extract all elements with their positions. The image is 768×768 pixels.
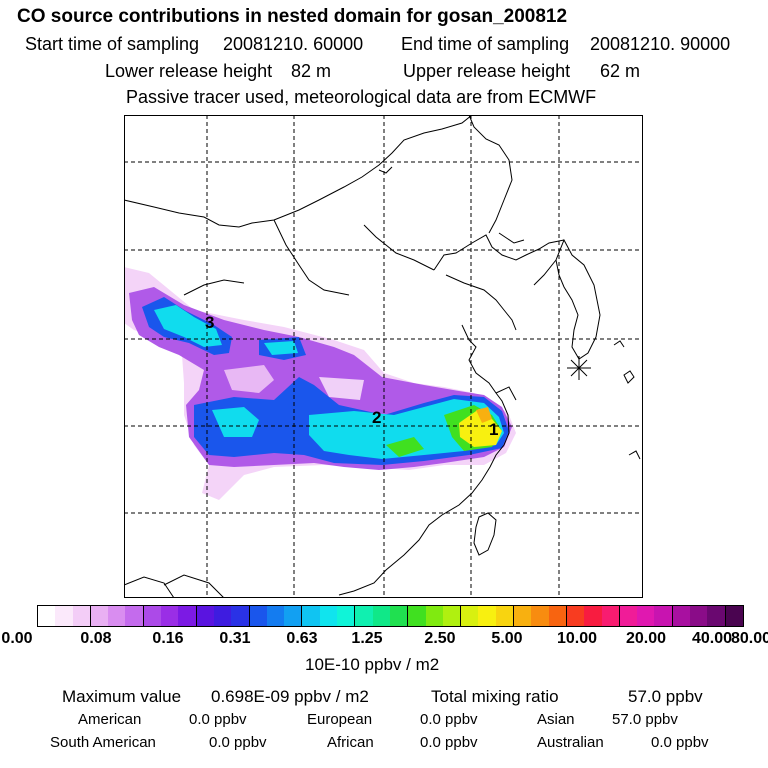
colorbar-cell [725,606,743,626]
map-frame [124,115,643,598]
colorbar-cell [601,606,620,626]
colorbar-cell [389,606,409,626]
colorbar-cell [372,606,390,626]
colorbar-cell [584,606,602,626]
colorbar-cell [125,606,144,626]
colorbar [37,605,744,627]
colorbar-cell [425,606,443,626]
map-marker-1: 1 [489,420,499,439]
tracer-note: Passive tracer used, meteorological data… [126,87,597,107]
region-australian-name: Australian [537,734,604,751]
colorbar-tick-label: 1.25 [351,630,383,647]
colorbar-cell [408,606,426,626]
colorbar-cell [478,606,496,626]
end-time-label: End time of sampling [401,34,570,54]
map-marker-3: 3 [205,313,215,332]
map-panel: 3 2 1 [123,114,643,599]
colorbar-cell [90,606,109,626]
colorbar-cell [461,606,479,626]
colorbar-cell [266,606,285,626]
total-mixing-value: 57.0 ppbv [628,687,703,706]
total-mixing-label: Total mixing ratio [431,687,559,706]
colorbar-cell [531,606,549,626]
colorbar-tick-label: 5.00 [491,630,523,647]
colorbar-cell [213,606,232,626]
colorbar-cell [707,606,726,626]
region-south-american-name: South American [50,734,156,751]
colorbar-cell [319,606,338,626]
colorbar-tick-row: 0.00 0.08 0.16 0.31 0.63 1.25 2.50 5.00 10.00 20.… [0,630,768,652]
colorbar-cell [108,606,126,626]
colorbar-cell [337,606,356,626]
colorbar-tick-label: 0.16 [152,630,184,647]
colorbar-tick-label: 10.00 [556,630,598,647]
start-time-label: Start time of sampling [25,34,200,54]
colorbar-cell [355,606,373,626]
colorbar-tick-label: 80.00 [730,630,768,647]
start-time-value: 20081210. 60000 [223,34,364,54]
region-african-value: 0.0 ppbv [420,734,478,751]
map-marker-2: 2 [372,408,382,427]
end-time-value: 20081210. 90000 [590,34,731,54]
colorbar-tick-label: 0.63 [286,630,318,647]
map-svg [123,114,643,599]
colorbar-cell [231,606,250,626]
colorbar-cell [161,606,179,626]
colorbar-cell [689,606,708,626]
colorbar-unit: 10E-10 ppbv / m2 [305,655,440,674]
upper-height-value: 62 m [600,61,641,81]
lower-height-label: Lower release height [105,61,273,81]
colorbar-cell [72,606,91,626]
colorbar-cell [548,606,567,626]
region-asian-value: 57.0 ppbv [612,711,678,728]
receptor-star-icon [567,356,591,380]
colorbar-cell [55,606,73,626]
colorbar-tick-label: 2.50 [424,630,456,647]
colorbar-cell [143,606,162,626]
region-american-name: American [78,711,142,728]
region-american-value: 0.0 ppbv [189,711,247,728]
concentration-plume [124,267,516,500]
colorbar-cell [38,606,56,626]
colorbar-cell [654,606,673,626]
region-south-american-value: 0.0 ppbv [209,734,267,751]
region-european-name: European [307,711,373,728]
colorbar-cell [442,606,462,626]
region-australian-value: 0.0 ppbv [651,734,709,751]
colorbar-cell [249,606,267,626]
colorbar-tick-label: 20.00 [625,630,667,647]
lower-height-value: 82 m [291,61,332,81]
lat-lon-grid [124,115,643,598]
max-value: 0.698E-09 ppbv / m2 [211,687,369,706]
colorbar-tick-label: 40.00 [691,630,733,647]
colorbar-cell [619,606,638,626]
colorbar-cell [196,606,214,626]
colorbar-tick-label: 0.00 [1,630,33,647]
coastlines [123,114,641,599]
colorbar-cell [284,606,303,626]
colorbar-cell [302,606,320,626]
colorbar-cell [566,606,585,626]
region-european-value: 0.0 ppbv [420,711,478,728]
upper-height-label: Upper release height [403,61,571,81]
colorbar-cell [495,606,515,626]
colorbar-cell [514,606,532,626]
region-asian-name: Asian [537,711,575,728]
region-african-name: African [327,734,374,751]
colorbar-tick-label: 0.08 [80,630,112,647]
max-value-label: Maximum value [62,687,182,706]
colorbar-tick-label: 0.31 [219,630,251,647]
figure-title: CO source contributions in nested domain… [17,6,568,27]
colorbar-cell [672,606,690,626]
colorbar-cell [178,606,197,626]
colorbar-cell [637,606,655,626]
plume-yellow-layer [459,407,502,447]
